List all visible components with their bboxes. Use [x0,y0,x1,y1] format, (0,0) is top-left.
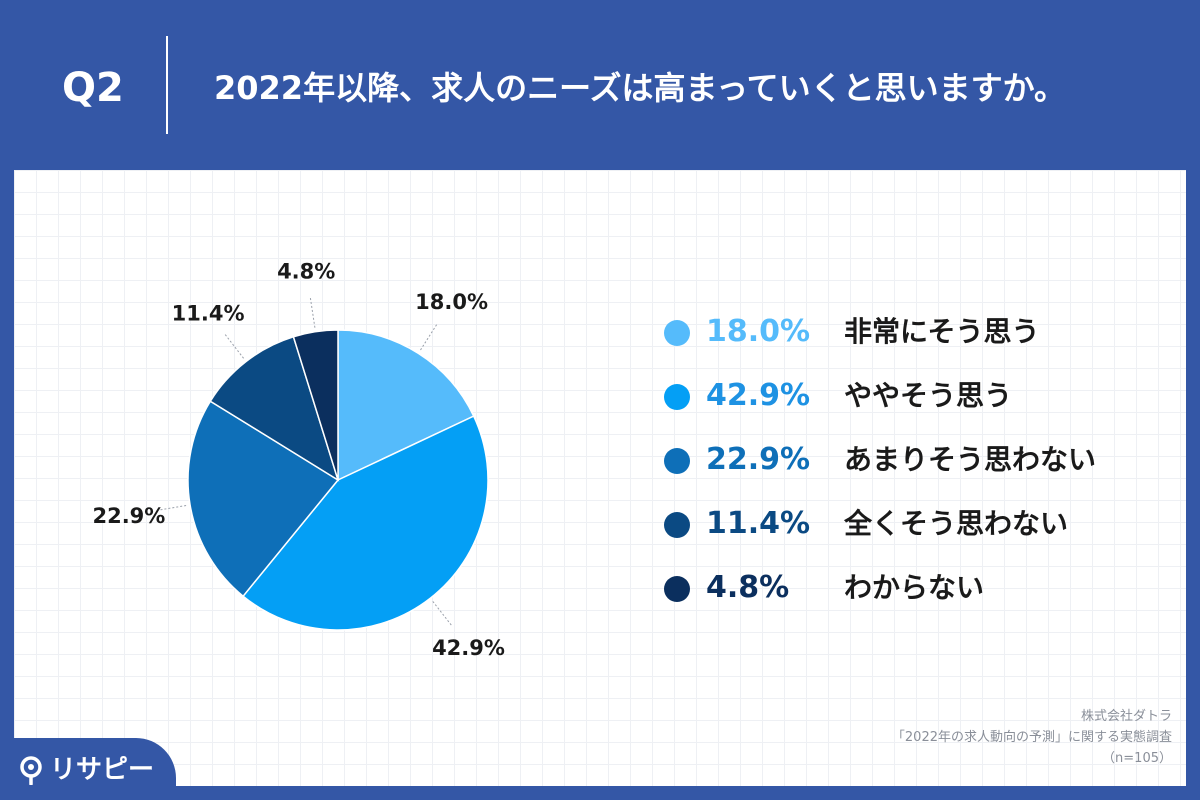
legend-item: 22.9% あまりそう思わない [664,440,1164,480]
legend-item: 18.0% 非常にそう思う [664,312,1164,352]
legend-swatch [664,448,690,474]
question-label: Q2 [62,65,124,111]
leader-line [154,505,187,512]
leader-line [309,296,316,328]
slice-value-label: 18.0% [415,290,488,314]
slice-value-label: 11.4% [172,302,245,326]
source-note: 株式会社ダトラ 「2022年の求人動向の予測」に関する実態調査 （n=105） [752,706,1172,769]
pin-icon [20,756,42,785]
legend-swatch [664,384,690,410]
legend-item: 11.4% 全くそう思わない [664,504,1164,544]
legend-swatch [664,576,690,602]
legend-value: 22.9% [706,442,811,477]
pie-slice [187,400,340,598]
brand-name: リサピー [50,755,155,785]
legend-item: 4.8% わからない [664,568,1164,608]
brand-logo: リサピー [0,738,176,800]
legend-label: わからない [844,571,985,604]
legend-label: 全くそう思わない [844,507,1069,540]
slice-value-label: 22.9% [92,504,165,528]
source-company: 株式会社ダトラ [1080,709,1172,724]
pie-slice [242,415,489,631]
header: Q2 2022年以降、求人のニーズは高まっていくと思いますか。 [0,0,1200,170]
legend-label: ややそう思う [844,379,1013,412]
pie-slice [337,329,475,482]
legend-swatch [664,512,690,538]
slice-value-label: 4.8% [277,259,335,283]
pie-slice [292,329,339,481]
legend-label: 非常にそう思う [844,315,1040,348]
legend-swatch [664,320,690,346]
pie-slice [209,335,340,482]
header-divider [166,36,168,134]
legend-value: 18.0% [706,314,811,349]
leader-line [223,332,244,359]
source-survey: 「2022年の求人動向の予測」に関する実態調査 [891,730,1172,745]
question-text: 2022年以降、求人のニーズは高まっていくと思いますか。 [214,69,1066,107]
legend-item: 42.9% ややそう思う [664,376,1164,416]
leader-line [432,601,453,627]
legend-value: 11.4% [706,506,811,541]
legend: 18.0% 非常にそう思う 42.9% ややそう思う 22.9% あまりそう思わ… [664,300,1164,630]
slice-value-label: 42.9% [432,636,505,660]
leader-line [420,322,439,351]
legend-value: 42.9% [706,378,811,413]
source-sample: （n=105） [1102,751,1172,766]
legend-value: 4.8% [706,570,790,605]
legend-label: あまりそう思わない [844,443,1097,476]
